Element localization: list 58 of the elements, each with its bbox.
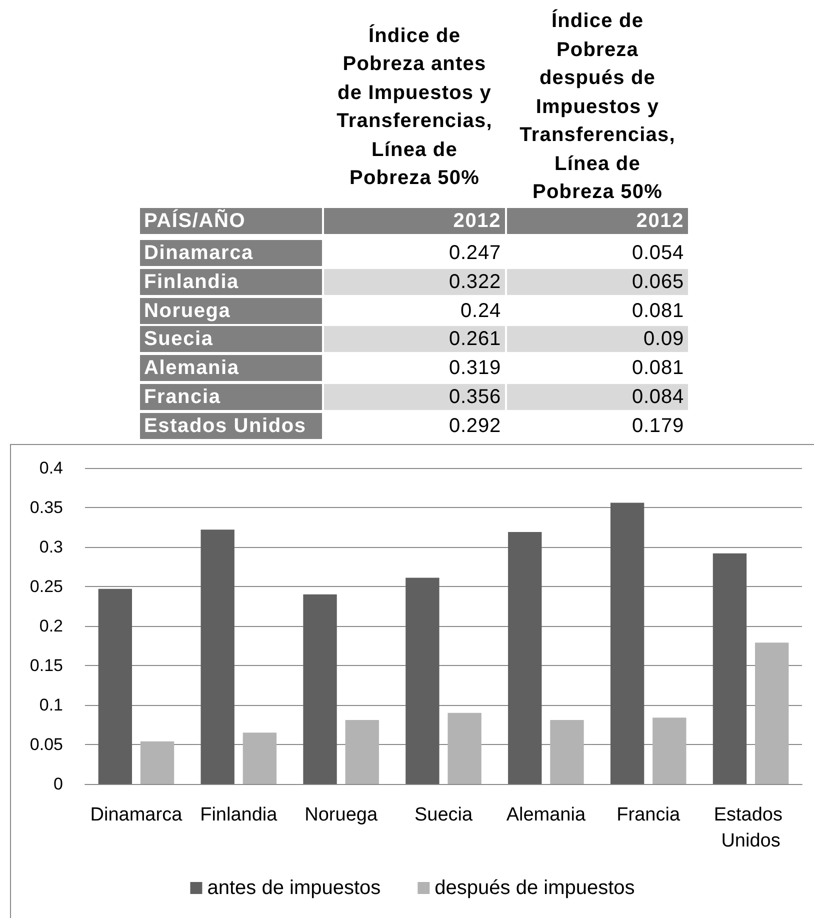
data-label: 0.065	[507, 268, 688, 295]
data-label: 0.084	[507, 384, 688, 410]
y-tick-label: 0.2	[39, 616, 63, 636]
x-tick-label: Francia	[616, 804, 680, 826]
text: 2012	[507, 208, 688, 234]
bar	[712, 553, 747, 784]
data-label: 0.054	[507, 240, 688, 266]
y-tick-label: 0.05	[30, 735, 63, 754]
bar	[140, 741, 174, 784]
bar	[550, 720, 584, 784]
legend-label: antes de impuestos	[207, 877, 381, 899]
data-label: 0.319	[324, 355, 505, 382]
bar	[98, 588, 132, 784]
bar	[508, 532, 542, 784]
data-label: 0.081	[507, 355, 688, 382]
bar	[242, 732, 277, 784]
legend-label: después de impuestos	[434, 877, 635, 899]
bar	[448, 712, 482, 784]
x-tick-label: Dinamarca	[90, 804, 183, 826]
y-tick-label: 0.4	[39, 458, 63, 478]
y-tick-label: 0.15	[30, 656, 63, 675]
category-label: Noruega	[140, 298, 322, 324]
data-label: 0.179	[507, 412, 688, 439]
category-label: Suecia	[140, 326, 322, 352]
text: Índice de Pobreza antes de Impuestos y Transferencias, Línea de Pobreza 50%	[336, 23, 494, 191]
data-label: 0.356	[324, 384, 505, 410]
x-tick-label: Alemania	[506, 804, 586, 826]
data-label: 0.292	[324, 412, 505, 439]
y-tick-label: 0.1	[39, 696, 63, 714]
bar	[406, 578, 440, 784]
category-label: Dinamarca	[140, 240, 322, 266]
y-tick-label: 0	[54, 774, 63, 794]
category-label: Finlandia	[140, 268, 322, 295]
data-label: 0.081	[507, 298, 688, 324]
x-tick-label: Suecia	[414, 804, 473, 826]
series-label: Índice de Pobreza después de Impuestos y Transferencias, Línea de Pobreza 50%	[518, 8, 676, 206]
x-tick-label: Noruega	[304, 804, 378, 826]
data-label: 0.247	[324, 240, 505, 266]
y-tick-label: 0.3	[39, 538, 63, 556]
text: 2012	[324, 208, 505, 234]
bar	[754, 642, 789, 784]
category-label: Estados Unidos	[140, 412, 322, 439]
bar	[345, 720, 379, 784]
x-tick-label: Finlandia	[200, 804, 278, 826]
data-label: 0.322	[324, 268, 505, 295]
bar	[610, 502, 644, 784]
bar	[652, 718, 686, 784]
x-tick-label: Estados Unidos	[714, 804, 788, 852]
data-label: 0.24	[324, 298, 505, 324]
y-tick-label: 0.35	[30, 498, 63, 517]
bar	[200, 530, 234, 784]
bar	[303, 594, 337, 784]
y-tick-label: 0.25	[30, 577, 63, 596]
text: PAÍS/AÑO	[140, 208, 322, 234]
category-label: Alemania	[140, 355, 322, 382]
data-label: 0.261	[324, 326, 505, 352]
category-label: Francia	[140, 384, 322, 410]
data-label: 0.09	[507, 326, 688, 352]
